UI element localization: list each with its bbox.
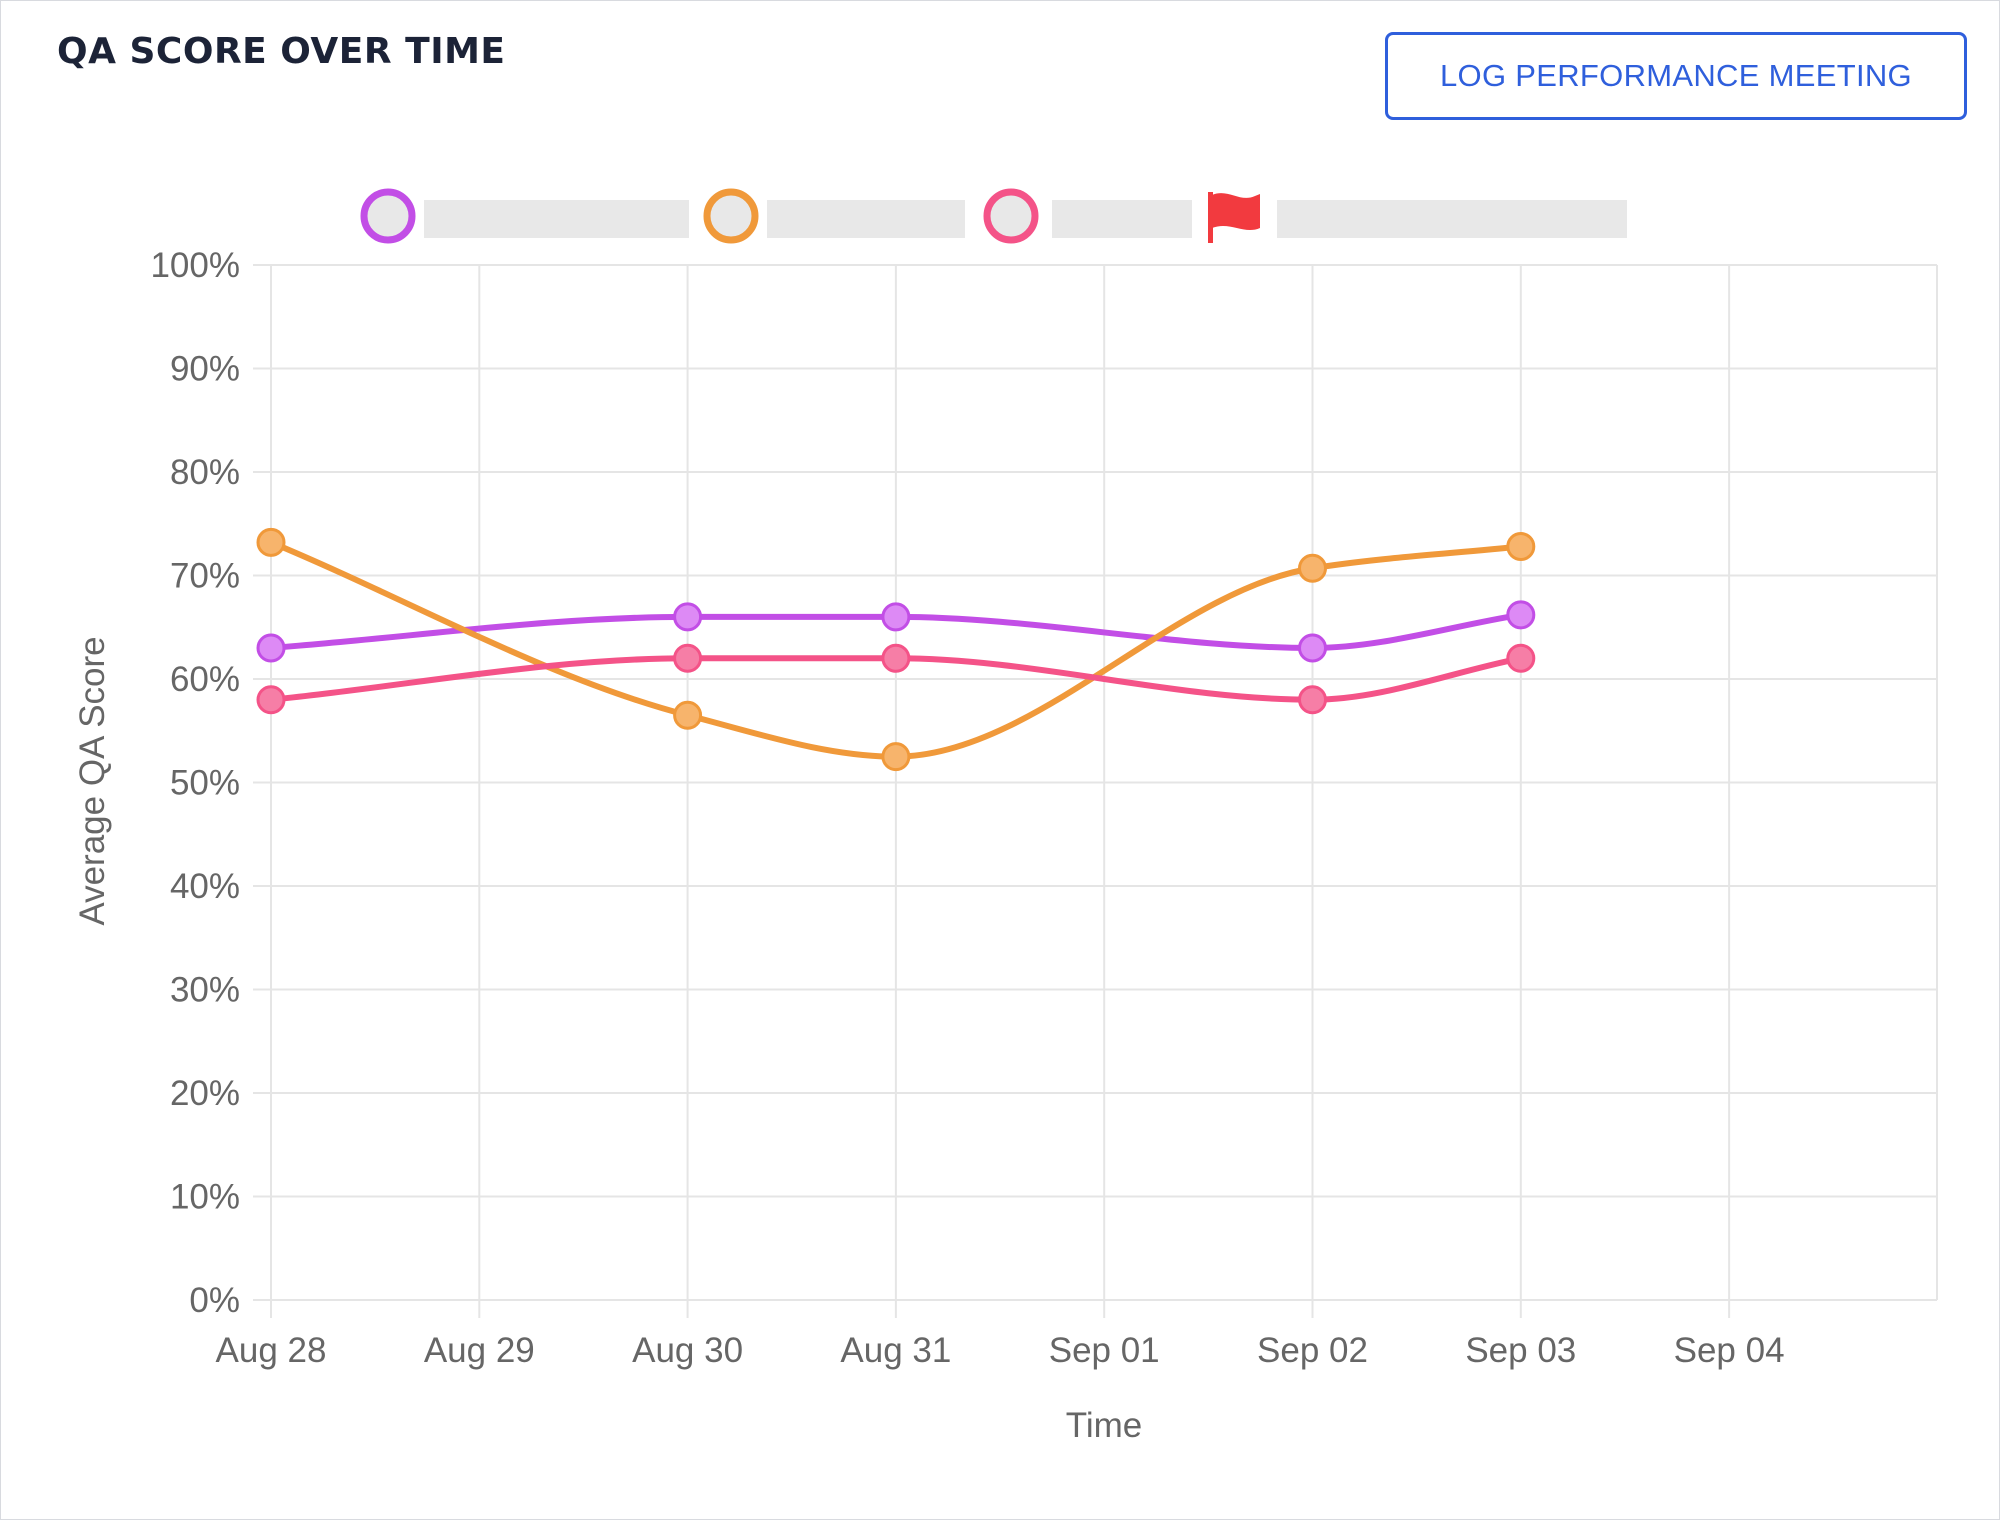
- series-3-point[interactable]: [881, 643, 911, 673]
- x-tick-label: Aug 28: [216, 1331, 327, 1370]
- series-points: [256, 527, 1536, 772]
- legend-item-3[interactable]: [983, 188, 1192, 244]
- legend-label-redacted: [767, 200, 965, 238]
- red-flag-icon: [1208, 192, 1260, 243]
- x-tick-label: Aug 30: [632, 1331, 743, 1370]
- x-axis-ticks: Aug 28 Aug 29 Aug 30 Aug 31 Sep 01 Sep 02 Sep …: [216, 1331, 1785, 1370]
- legend-swatch: [703, 188, 759, 244]
- legend-item-2[interactable]: [703, 188, 965, 244]
- y-tick-label: 10%: [170, 1178, 240, 1217]
- x-tick-label: Aug 29: [424, 1331, 535, 1370]
- y-tick-label: 80%: [170, 453, 240, 492]
- y-axis-title: Average QA Score: [73, 636, 112, 925]
- legend-item-4[interactable]: [1208, 192, 1627, 243]
- x-axis-title: Time: [1066, 1406, 1142, 1445]
- series-2-point[interactable]: [881, 742, 911, 772]
- series-2-point[interactable]: [256, 527, 286, 557]
- grid: [253, 264, 1938, 1318]
- series-1-point[interactable]: [881, 602, 911, 632]
- y-axis-ticks: 0% 10% 20% 30% 40% 50% 60% 70% 80% 90% 100%: [150, 246, 240, 1320]
- legend: [360, 188, 1627, 244]
- legend-item-1[interactable]: [360, 188, 689, 244]
- series-3-point[interactable]: [1298, 685, 1327, 715]
- y-tick-label: 0%: [189, 1281, 240, 1320]
- y-tick-label: 40%: [170, 867, 240, 906]
- flag-pole: [1208, 192, 1213, 243]
- y-tick-label: 60%: [170, 660, 240, 699]
- log-performance-meeting-button[interactable]: LOG PERFORMANCE MEETING: [1385, 32, 1967, 120]
- y-tick-label: 100%: [150, 246, 240, 285]
- legend-swatch: [360, 188, 416, 244]
- y-tick-label: 70%: [170, 557, 240, 596]
- y-tick-label: 20%: [170, 1074, 240, 1113]
- x-tick-label: Aug 31: [840, 1331, 951, 1370]
- x-tick-label: Sep 04: [1674, 1331, 1785, 1370]
- series-3-point[interactable]: [1506, 643, 1536, 673]
- flag-cloth: [1212, 193, 1260, 231]
- x-tick-label: Sep 02: [1257, 1331, 1368, 1370]
- legend-swatch: [983, 188, 1039, 244]
- series-2-point[interactable]: [1506, 532, 1536, 562]
- series-1-point[interactable]: [673, 602, 703, 632]
- legend-label-redacted: [424, 200, 689, 238]
- series-1-point[interactable]: [1506, 600, 1536, 630]
- series-2-point[interactable]: [1298, 553, 1327, 583]
- y-tick-label: 50%: [170, 764, 240, 803]
- card-title: QA SCORE OVER TIME: [57, 31, 506, 72]
- series-1-point[interactable]: [256, 633, 286, 663]
- x-tick-label: Sep 01: [1049, 1331, 1160, 1370]
- y-tick-label: 90%: [170, 350, 240, 389]
- legend-label-redacted: [1277, 200, 1627, 238]
- series-2-point[interactable]: [673, 700, 703, 730]
- y-tick-label: 30%: [170, 971, 240, 1010]
- series-3-point[interactable]: [673, 643, 703, 673]
- legend-label-redacted: [1052, 200, 1192, 238]
- x-tick-label: Sep 03: [1465, 1331, 1576, 1370]
- series-1-point[interactable]: [1298, 633, 1327, 663]
- series-3-point[interactable]: [256, 685, 286, 715]
